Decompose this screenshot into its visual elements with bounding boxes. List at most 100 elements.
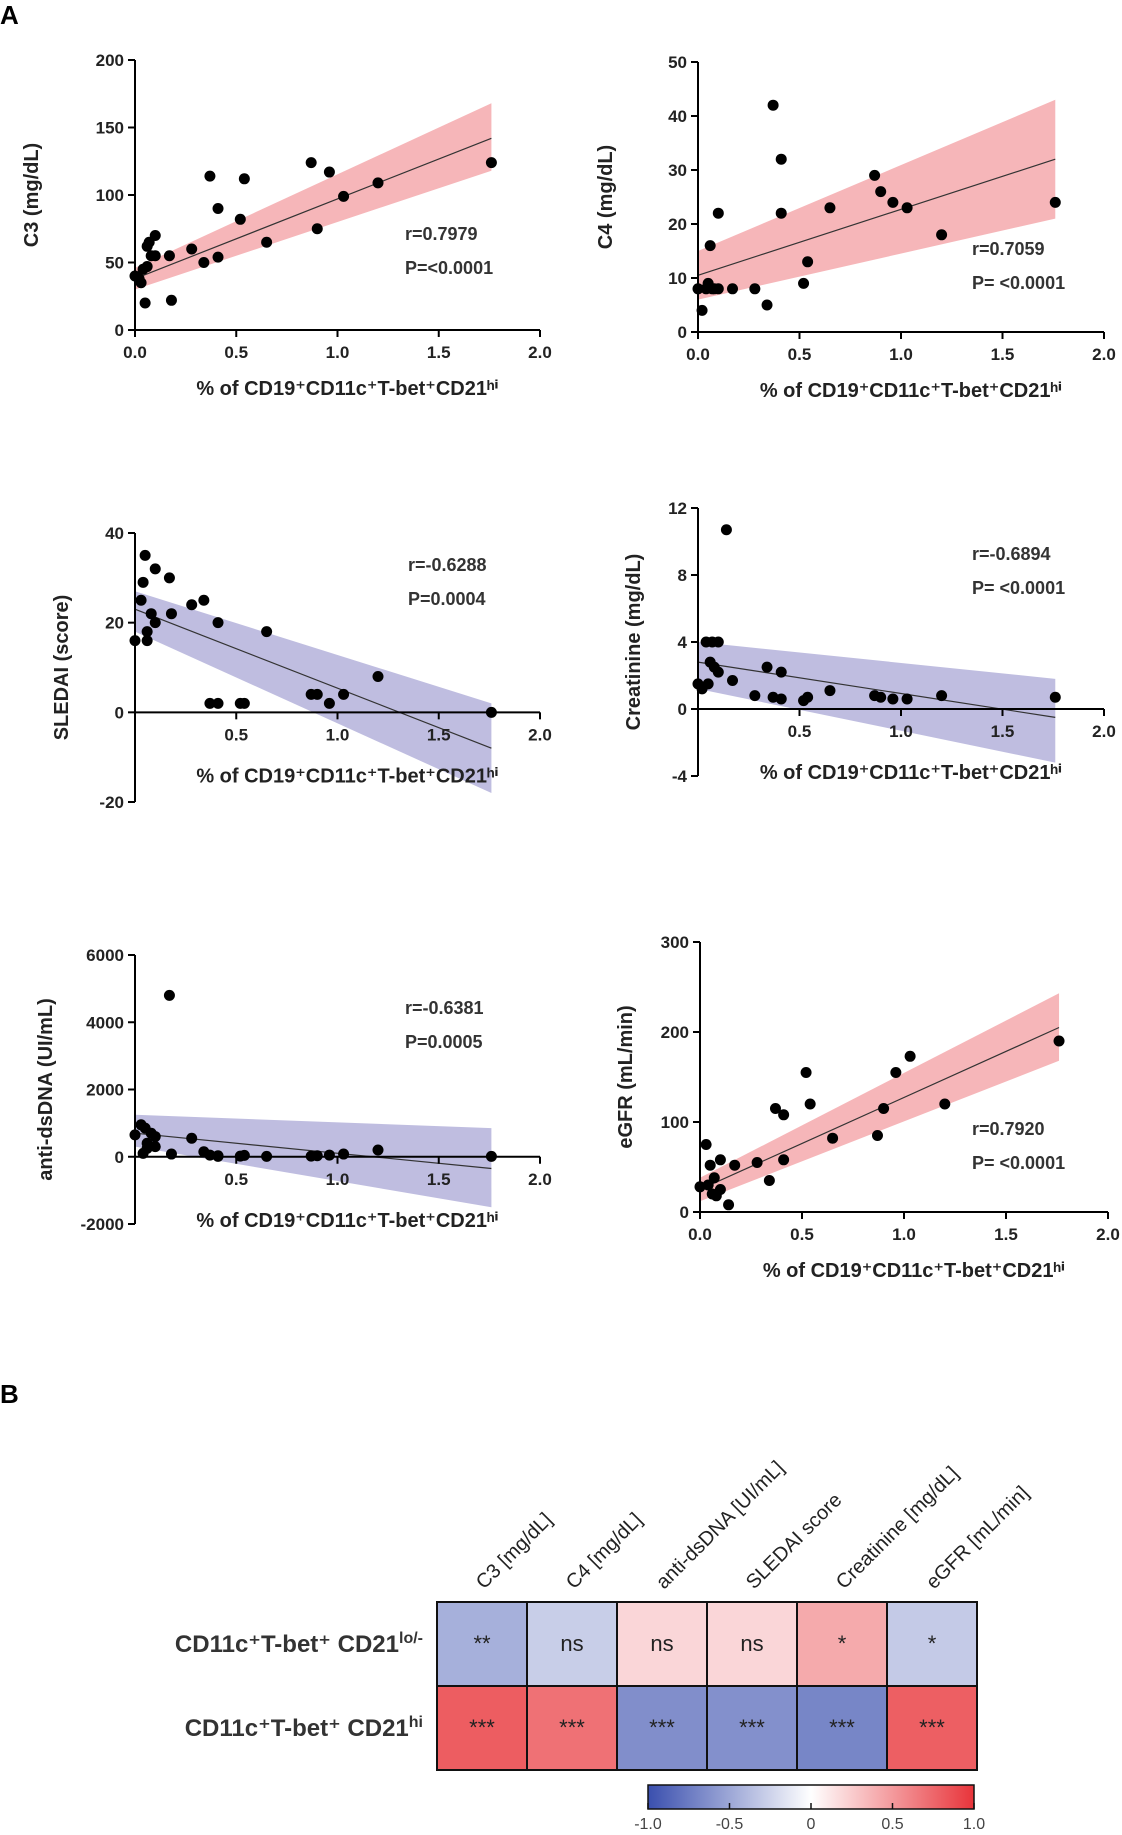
y-tick-label: 12 <box>668 499 687 518</box>
x-tick-label: 1.5 <box>427 343 451 362</box>
data-point <box>702 1179 714 1191</box>
data-point <box>751 1157 763 1168</box>
y-tick-label: -2000 <box>81 1215 124 1234</box>
data-point <box>887 693 899 705</box>
row-label-main: CD11c⁺T-bet⁺ CD21 <box>175 1631 399 1658</box>
data-point <box>1049 691 1061 703</box>
data-point <box>727 283 739 295</box>
regression-line <box>134 137 492 280</box>
heatmap-significance: *** <box>829 1715 855 1740</box>
data-point <box>875 691 887 703</box>
x-axis-label: % of CD19⁺CD11c⁺T-bet⁺CD21ʰⁱ <box>196 1210 498 1232</box>
data-point <box>761 661 773 673</box>
x-tick-label: 1.0 <box>326 1170 350 1189</box>
heatmap-significance: * <box>838 1631 847 1656</box>
y-tick-label: 200 <box>661 1023 689 1042</box>
heatmap-cell <box>436 1685 528 1771</box>
heatmap-column-label: C4 [mg/dL] <box>562 1509 647 1594</box>
data-point <box>135 277 147 289</box>
x-tick-label: 2.0 <box>528 725 552 744</box>
y-tick-label: 20 <box>105 614 124 633</box>
data-point <box>311 688 323 700</box>
row-label-main: CD11c⁺T-bet⁺ CD21 <box>185 1715 409 1742</box>
correlation-r-label: r=-0.6381 <box>405 998 484 1018</box>
data-point <box>802 691 814 703</box>
x-axis-label: % of CD19⁺CD11c⁺T-bet⁺CD21ʰⁱ <box>760 762 1062 784</box>
y-tick-label: 100 <box>661 1113 689 1132</box>
heatmap-row-label: CD11c⁺T-bet⁺ CD21hi <box>185 1714 423 1742</box>
heatmap-significance: ** <box>473 1631 491 1656</box>
data-point <box>238 697 250 709</box>
heatmap-column-label: C3 [mg/dL] <box>472 1509 557 1594</box>
data-point <box>163 989 175 1001</box>
data-point <box>338 190 350 202</box>
p-value-label: P=0.0005 <box>405 1032 483 1052</box>
heatmap-significance: ns <box>650 1631 673 1656</box>
data-point <box>338 688 350 700</box>
data-point <box>714 1184 726 1195</box>
data-point <box>802 256 814 268</box>
data-point <box>727 675 739 687</box>
data-point <box>238 173 250 185</box>
data-point <box>261 236 273 248</box>
egfr-scatter-plot: 0 100 200 300 0.0 0.5 1.0 1.5 2.0 % of CD19⁺CD11c… <box>615 933 1120 1282</box>
data-point <box>149 250 161 262</box>
data-point <box>936 690 948 702</box>
data-point <box>212 251 224 263</box>
data-point <box>700 1139 712 1150</box>
regression-line <box>134 608 492 749</box>
p-value-label: P=<0.0001 <box>405 258 493 278</box>
y-tick-label: 0 <box>678 700 687 719</box>
y-tick-label: 6000 <box>86 946 124 965</box>
p-value-label: P= <0.0001 <box>972 273 1065 293</box>
data-point <box>485 157 497 169</box>
data-point <box>712 636 724 648</box>
anti-dsdna-scatter-plot: -2000 0 2000 4000 6000 0.5 1.0 1.5 2.0 % of CD19⁺… <box>35 946 552 1234</box>
heatmap-row-label: CD11c⁺T-bet⁺ CD21lo/- <box>175 1630 423 1658</box>
x-tick-label: 2.0 <box>528 343 552 362</box>
data-point <box>702 678 714 690</box>
data-point <box>212 1150 224 1162</box>
data-point <box>212 203 224 214</box>
data-point <box>729 1159 741 1171</box>
y-axis-label: eGFR (mL/min) <box>615 1005 637 1148</box>
data-point <box>198 594 210 606</box>
colorbar-tick-label: 0 <box>807 1816 816 1833</box>
colorbar-tick-label: -1.0 <box>634 1816 662 1833</box>
heatmap-cell <box>616 1601 708 1687</box>
correlation-r-label: r=-0.6288 <box>408 555 487 575</box>
data-point <box>165 608 177 620</box>
data-point <box>887 196 899 208</box>
x-tick-label: 2.0 <box>528 1170 552 1189</box>
data-point <box>720 524 732 536</box>
y-axis-label: Creatinine (mg/dL) <box>623 554 645 731</box>
data-point <box>149 1141 161 1153</box>
y-tick-label: 50 <box>668 53 687 72</box>
x-axis-label: % of CD19⁺CD11c⁺T-bet⁺CD21ʰⁱ <box>760 380 1062 402</box>
heatmap-significance: ns <box>740 1631 763 1656</box>
correlation-r-label: r=0.7979 <box>405 224 478 244</box>
heatmap-significance: * <box>928 1631 937 1656</box>
data-point <box>824 685 836 697</box>
confidence-band <box>698 642 1056 763</box>
correlation-r-label: r=-0.6894 <box>972 544 1051 564</box>
data-point <box>163 572 175 584</box>
data-point <box>149 230 161 241</box>
confidence-band <box>698 99 1056 300</box>
data-point <box>139 549 151 561</box>
x-tick-label: 0.5 <box>788 722 812 741</box>
data-point <box>778 1109 790 1121</box>
data-point <box>204 697 216 709</box>
data-point <box>141 626 153 638</box>
x-tick-label: 0.5 <box>224 1170 248 1189</box>
p-value-label: P= <0.0001 <box>972 578 1065 598</box>
data-point <box>775 153 787 165</box>
regression-line <box>697 158 1056 276</box>
y-tick-label: 100 <box>96 186 124 205</box>
data-point <box>901 202 913 214</box>
y-tick-label: 4000 <box>86 1013 124 1032</box>
p-value-label: P=0.0004 <box>408 589 486 609</box>
data-point <box>871 1130 883 1141</box>
y-tick-label: 2000 <box>86 1081 124 1100</box>
